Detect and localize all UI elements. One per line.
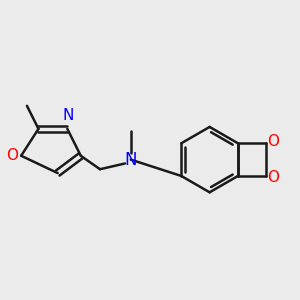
Text: N: N (62, 108, 74, 123)
Text: N: N (124, 151, 137, 169)
Text: O: O (268, 170, 280, 185)
Text: O: O (6, 148, 18, 163)
Text: O: O (268, 134, 280, 149)
